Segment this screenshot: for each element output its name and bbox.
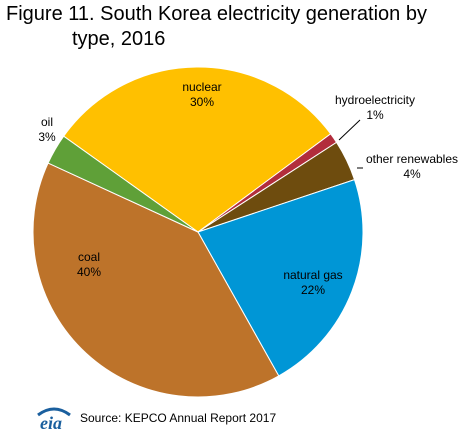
slice-value-coal: 40%	[77, 265, 101, 279]
svg-text:eia: eia	[40, 413, 62, 432]
slice-value-natural-gas: 22%	[301, 283, 325, 297]
slice-value-hydroelectricity: 1%	[366, 108, 384, 122]
slice-label-other-renewables: other renewables	[366, 152, 458, 166]
slice-value-oil: 3%	[38, 130, 56, 144]
chart-title-line2: type, 2016	[72, 28, 166, 50]
pie-slices	[32, 66, 364, 398]
slice-label-oil: oil	[41, 115, 53, 129]
source-note: Source: KEPCO Annual Report 2017	[80, 411, 277, 425]
slice-label-hydroelectricity: hydroelectricity	[335, 93, 415, 107]
slice-value-nuclear: 30%	[190, 95, 214, 109]
chart-title: Figure 11. South Korea electricity gener…	[0, 2, 476, 52]
pie-slice-nuclear	[62, 66, 332, 233]
eia-logo: eia	[34, 404, 74, 433]
slice-value-other-renewables: 4%	[403, 167, 421, 181]
slice-label-nuclear: nuclear	[182, 80, 221, 94]
leader-lines	[338, 119, 363, 169]
chart-footer: eia Source: KEPCO Annual Report 2017	[34, 404, 277, 433]
chart-title-line1: Figure 11. South Korea electricity gener…	[6, 3, 427, 25]
leader-line-hydroelectricity	[338, 119, 361, 141]
pie-slice-oil	[47, 135, 199, 233]
slice-label-coal: coal	[78, 250, 100, 264]
slice-label-natural-gas: natural gas	[283, 268, 342, 282]
pie-slice-coal	[32, 162, 280, 398]
pie-slice-natural-gas	[197, 179, 364, 377]
